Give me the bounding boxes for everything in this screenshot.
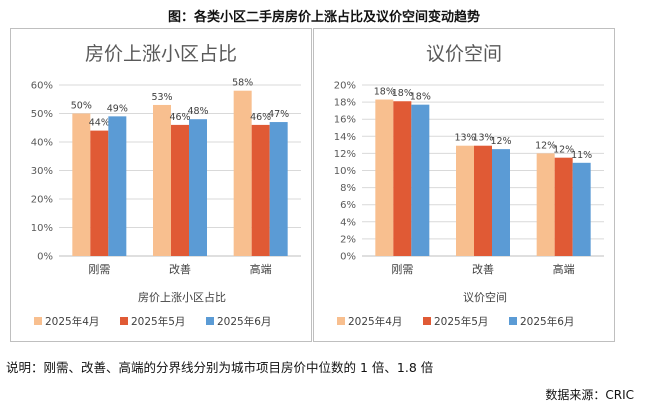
bar: [153, 104, 171, 256]
data-label: 11%: [571, 150, 592, 161]
y-tick-label: 12%: [334, 149, 356, 160]
footnote: 说明：刚需、改善、高端的分界线分别为城市项目房价中位数的 1 倍、1.8 倍: [6, 360, 434, 375]
y-tick-label: 14%: [334, 132, 356, 143]
legend-label: 2025年6月: [520, 315, 574, 328]
data-label: 53%: [151, 92, 172, 103]
y-tick-label: 20%: [334, 81, 356, 92]
figure-title: 图：各类小区二手房房价上涨占比及议价空间变动趋势: [167, 10, 480, 25]
y-tick-label: 10%: [31, 223, 53, 234]
legend-label: 2025年6月: [217, 315, 271, 328]
legend-swatch: [509, 317, 517, 325]
legend-label: 2025年5月: [131, 315, 185, 328]
y-tick-label: 50%: [31, 109, 53, 120]
chart-panel-price-rise-share: 房价上涨小区占比 0% 10% 20% 30% 40% 50% 60% 50% 44% 49% 刚需 5…: [10, 28, 312, 342]
y-tick-label: 16%: [334, 115, 356, 126]
bar: [375, 99, 394, 256]
bar: [456, 145, 474, 256]
bar: [554, 157, 573, 256]
legend-label: 2025年4月: [348, 315, 402, 328]
data-label: 48%: [187, 106, 208, 117]
data-label: 12%: [535, 140, 556, 151]
legend-swatch: [423, 317, 431, 325]
bar: [492, 149, 510, 256]
y-tick-label: 30%: [31, 166, 53, 177]
bar: [233, 90, 252, 256]
bar: [90, 130, 109, 256]
category-label: 刚需: [391, 263, 413, 276]
price-rise-share-chart: 房价上涨小区占比 0% 10% 20% 30% 40% 50% 60% 50% 44% 49% 刚需 5…: [31, 43, 301, 328]
data-label: 12%: [490, 136, 511, 147]
bar: [572, 162, 591, 256]
data-label: 12%: [553, 145, 574, 156]
bar: [269, 122, 288, 256]
category-label: 刚需: [88, 263, 110, 276]
data-label: 46%: [169, 112, 190, 123]
bar: [189, 119, 207, 256]
bargaining-space-chart: 议价空间0%2%4%6%8%10%12%14%16%18%20%18%18%18…: [334, 43, 604, 328]
y-tick-label: 18%: [334, 98, 356, 109]
data-label: 44%: [89, 118, 110, 129]
data-label: 18%: [392, 88, 413, 99]
data-label: 46%: [250, 112, 271, 123]
bar: [72, 113, 91, 256]
legend-swatch: [120, 317, 128, 325]
legend-swatch: [206, 317, 214, 325]
data-label: 13%: [454, 133, 475, 144]
data-source: 数据来源：CRIC: [545, 388, 634, 402]
data-label: 47%: [268, 109, 289, 120]
data-label: 18%: [374, 87, 395, 98]
bar: [251, 124, 270, 257]
y-tick-label: 40%: [31, 138, 53, 149]
data-label: 18%: [410, 92, 431, 103]
category-label: 改善: [169, 262, 191, 276]
category-label: 高端: [250, 262, 272, 276]
y-tick-label: 10%: [334, 166, 356, 177]
data-label: 50%: [71, 101, 92, 112]
category-label: 高端: [553, 262, 575, 276]
bar: [474, 145, 492, 256]
y-tick-label: 6%: [340, 200, 356, 211]
bar: [411, 104, 430, 256]
bar: [171, 124, 189, 257]
x-axis-title: 议价空间: [463, 290, 507, 304]
y-tick-label: 4%: [340, 217, 356, 228]
category-label: 改善: [472, 262, 494, 276]
legend-label: 2025年4月: [45, 315, 99, 328]
chart-title: 议价空间: [426, 43, 502, 65]
legend-label: 2025年5月: [434, 315, 488, 328]
x-axis-title: 房价上涨小区占比: [138, 290, 226, 304]
data-label: 58%: [232, 78, 253, 89]
y-tick-label: 8%: [340, 183, 356, 194]
data-label: 13%: [472, 133, 493, 144]
y-tick-label: 20%: [31, 195, 53, 206]
bar: [536, 153, 555, 256]
bar: [108, 116, 127, 256]
chart-panel-bargaining-space: 议价空间 0% 2% 4% 6% 8% 10% 12% 14% 16% 18% 20% 18% 18% 18…: [313, 28, 615, 342]
chart-title: 房价上涨小区占比: [85, 43, 237, 65]
y-tick-label: 0%: [340, 252, 356, 263]
y-tick-label: 2%: [340, 234, 356, 245]
y-tick-label: 60%: [31, 81, 53, 92]
y-tick-label: 0%: [37, 252, 53, 263]
legend-swatch: [34, 317, 42, 325]
legend-swatch: [337, 317, 345, 325]
bar: [393, 101, 412, 257]
data-label: 49%: [107, 103, 128, 114]
